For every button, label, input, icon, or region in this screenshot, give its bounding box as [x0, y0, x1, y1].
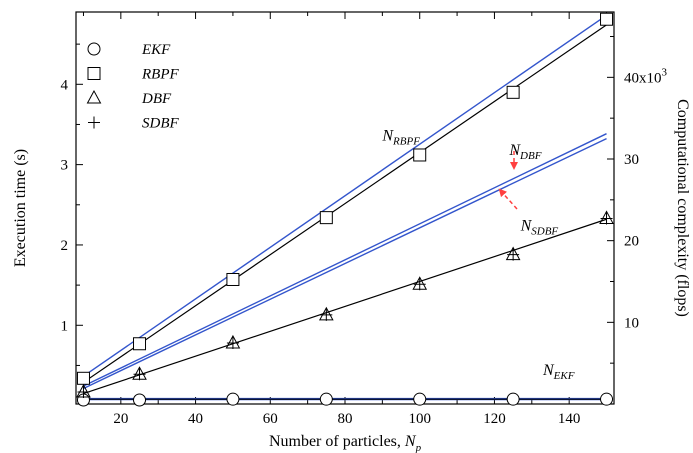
- point-rbpf: [226, 272, 240, 286]
- x-tick-label: 80: [338, 411, 353, 427]
- point-ekf: [319, 392, 333, 406]
- legend-label-ekf: EKF: [141, 42, 171, 58]
- legend-marker-ekf: [87, 42, 101, 56]
- point-sdbf: [600, 212, 613, 225]
- legend-label-rbpf: RBPF: [141, 67, 179, 83]
- point-ekf: [413, 392, 427, 406]
- point-rbpf: [133, 337, 147, 351]
- point-sdbf: [320, 308, 333, 321]
- legend-label-sdbf: SDBF: [142, 116, 179, 132]
- point-sdbf: [133, 368, 146, 381]
- series-markers: [76, 12, 614, 407]
- y-right-tick-text: 10: [624, 315, 639, 331]
- arrow-sdbf: [498, 188, 518, 210]
- annotation-main: N: [381, 128, 394, 145]
- y-left-tick-label: 3: [61, 158, 69, 174]
- y-right-axis-title: Computational complexity (flops): [674, 99, 691, 317]
- y-left-tick-label: 4: [61, 77, 69, 93]
- complexity-line-rbpf: [83, 14, 607, 377]
- point-ekf: [506, 392, 520, 406]
- y-left-axis-title: Execution time (s): [12, 149, 29, 267]
- annotation-main: N: [542, 362, 555, 379]
- x-tick-label: 40: [188, 411, 203, 427]
- y-right-tick-text: 40x10: [624, 70, 662, 86]
- annotation-main: N: [520, 217, 533, 234]
- x-tick-label: 100: [408, 411, 431, 427]
- point-sdbf: [226, 336, 239, 349]
- annotation-sub: DBF: [519, 150, 542, 162]
- point-rbpf: [413, 148, 427, 162]
- y-left-tick-label: 2: [61, 238, 69, 254]
- y-right-tick-label: 20: [624, 234, 639, 250]
- y-left-tick-label: 1: [61, 318, 69, 334]
- legend-marker-rbpf: [87, 67, 101, 80]
- point-sdbf: [507, 248, 520, 261]
- y-right-tick-text: 20: [624, 234, 639, 250]
- point-ekf: [133, 393, 147, 407]
- point-sdbf: [77, 385, 90, 398]
- x-tick-label: 60: [263, 411, 278, 427]
- x-axis-title: Number of particles, Np: [269, 433, 422, 453]
- y-right-tick-label: 40x103: [624, 66, 668, 86]
- fit-line-rbpf: [83, 24, 607, 383]
- complexity-line-sdbf: [83, 137, 607, 390]
- x-axis-title-sub: p: [415, 442, 422, 453]
- axes: 20 40 60 80 100 120 140123410203040x103Number …: [12, 11, 691, 453]
- complexity-line-dbf: [83, 133, 607, 387]
- y-right-tick-text: 30: [624, 152, 639, 168]
- point-rbpf: [506, 85, 520, 99]
- point-ekf: [600, 392, 614, 406]
- legend-marker-sdbf: [88, 116, 100, 129]
- x-axis-title-var: N: [404, 433, 417, 450]
- legend-label-dbf: DBF: [141, 91, 172, 107]
- annotation-n_sdbf: NSDBF: [520, 217, 559, 237]
- annotation-sub: RBPF: [392, 136, 420, 148]
- annotation-sub: EKF: [553, 370, 575, 382]
- point-rbpf: [76, 371, 90, 385]
- point-rbpf: [319, 211, 333, 225]
- x-tick-label: 20: [113, 411, 128, 427]
- point-rbpf: [600, 12, 614, 26]
- x-tick-label: 120: [483, 411, 506, 427]
- annotation-n_dbf: NDBF: [508, 142, 541, 162]
- x-axis-title-main: Number of particles,: [269, 433, 405, 450]
- point-sdbf: [413, 278, 426, 291]
- annotation-n_rbpf: NRBPF: [381, 128, 420, 148]
- fit-line-dbf: [83, 218, 607, 395]
- y-right-tick-label: 30: [624, 152, 639, 168]
- annotation-main: N: [508, 142, 521, 159]
- y-right-tick-label: 10: [624, 315, 639, 331]
- series-lines: [83, 14, 607, 401]
- annotation-sub: SDBF: [531, 225, 558, 237]
- y-right-tick-superscript: 3: [662, 66, 668, 78]
- annotation-n_ekf: NEKF: [542, 362, 575, 382]
- legend: EKF RBPF DBF SDBF: [86, 42, 179, 132]
- x-tick-label: 140: [558, 411, 581, 427]
- point-ekf: [226, 392, 240, 406]
- legend-marker-dbf: [86, 89, 102, 104]
